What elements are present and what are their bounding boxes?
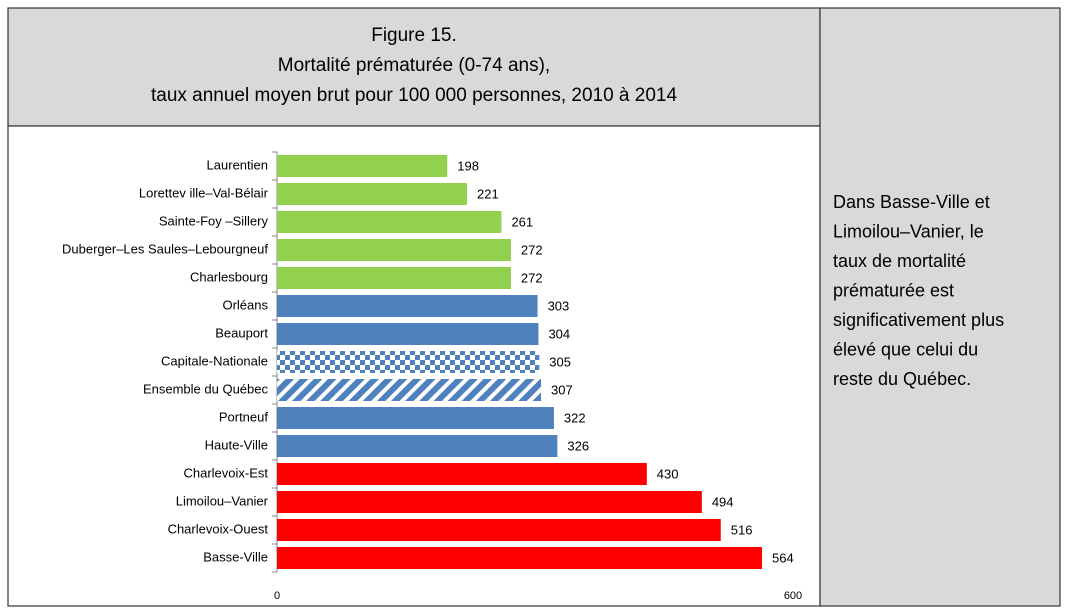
data-label: 198 — [457, 158, 479, 173]
bar — [277, 407, 554, 429]
data-label: 304 — [548, 326, 570, 341]
data-label: 494 — [712, 494, 734, 509]
data-label: 261 — [511, 214, 533, 229]
y-tick-label: Lorettev ille–Val-Bélair — [139, 185, 269, 200]
bar — [277, 463, 647, 485]
bar — [277, 519, 721, 541]
data-label: 272 — [521, 242, 543, 257]
y-tick-label: Capitale-Nationale — [161, 353, 268, 368]
note-panel — [819, 7, 1061, 607]
y-tick-label: Sainte-Foy –Sillery — [159, 213, 269, 228]
y-tick-label: Duberger–Les Saules–Lebourgneuf — [62, 241, 268, 256]
data-label: 303 — [548, 298, 570, 313]
bar — [277, 435, 558, 457]
y-tick-label: Charlevoix-Ouest — [168, 521, 269, 536]
note-text: prématurée est — [833, 280, 954, 300]
data-label: 221 — [477, 186, 499, 201]
bar — [277, 351, 540, 373]
data-label: 322 — [564, 410, 586, 425]
bar — [277, 155, 448, 177]
note-text: élevé que celui du — [833, 339, 978, 359]
bar — [277, 379, 542, 401]
bar — [277, 547, 763, 569]
data-label: 272 — [521, 270, 543, 285]
chart-title: Figure 15. — [371, 25, 457, 46]
y-tick-label: Orléans — [222, 297, 268, 312]
x-tick-label: 600 — [784, 590, 802, 602]
y-tick-label: Haute-Ville — [205, 437, 268, 452]
y-tick-label: Beauport — [215, 325, 268, 340]
bar — [277, 267, 511, 289]
data-label: 564 — [772, 550, 794, 565]
y-tick-label: Laurentien — [207, 157, 268, 172]
bar — [277, 183, 468, 205]
y-tick-label: Basse-Ville — [203, 549, 268, 564]
y-tick-label: Charlevoix-Est — [183, 465, 268, 480]
note-text: significativement plus — [833, 310, 1004, 330]
data-label: 305 — [549, 354, 571, 369]
chart-title: Mortalité prématurée (0-74 ans), — [278, 55, 550, 76]
data-label: 430 — [657, 466, 679, 481]
x-tick-label: 0 — [274, 590, 280, 602]
note-text: Dans Basse-Ville et — [833, 192, 990, 212]
bar — [277, 295, 538, 317]
y-tick-label: Charlesbourg — [190, 269, 268, 284]
note-text: reste du Québec. — [833, 369, 971, 389]
y-tick-label: Limoilou–Vanier — [176, 493, 269, 508]
data-label: 307 — [551, 382, 573, 397]
note-text: Limoilou–Vanier, le — [833, 221, 984, 241]
data-label: 516 — [731, 522, 753, 537]
note-text: taux de mortalité — [833, 251, 966, 271]
chart-title: taux annuel moyen brut pour 100 000 pers… — [151, 85, 677, 106]
y-tick-label: Portneuf — [219, 409, 269, 424]
y-tick-label: Ensemble du Québec — [143, 381, 269, 396]
bar — [277, 491, 702, 513]
bar — [277, 323, 539, 345]
title-panel — [7, 7, 821, 127]
data-label: 326 — [567, 438, 589, 453]
bar — [277, 211, 502, 233]
bar — [277, 239, 511, 261]
